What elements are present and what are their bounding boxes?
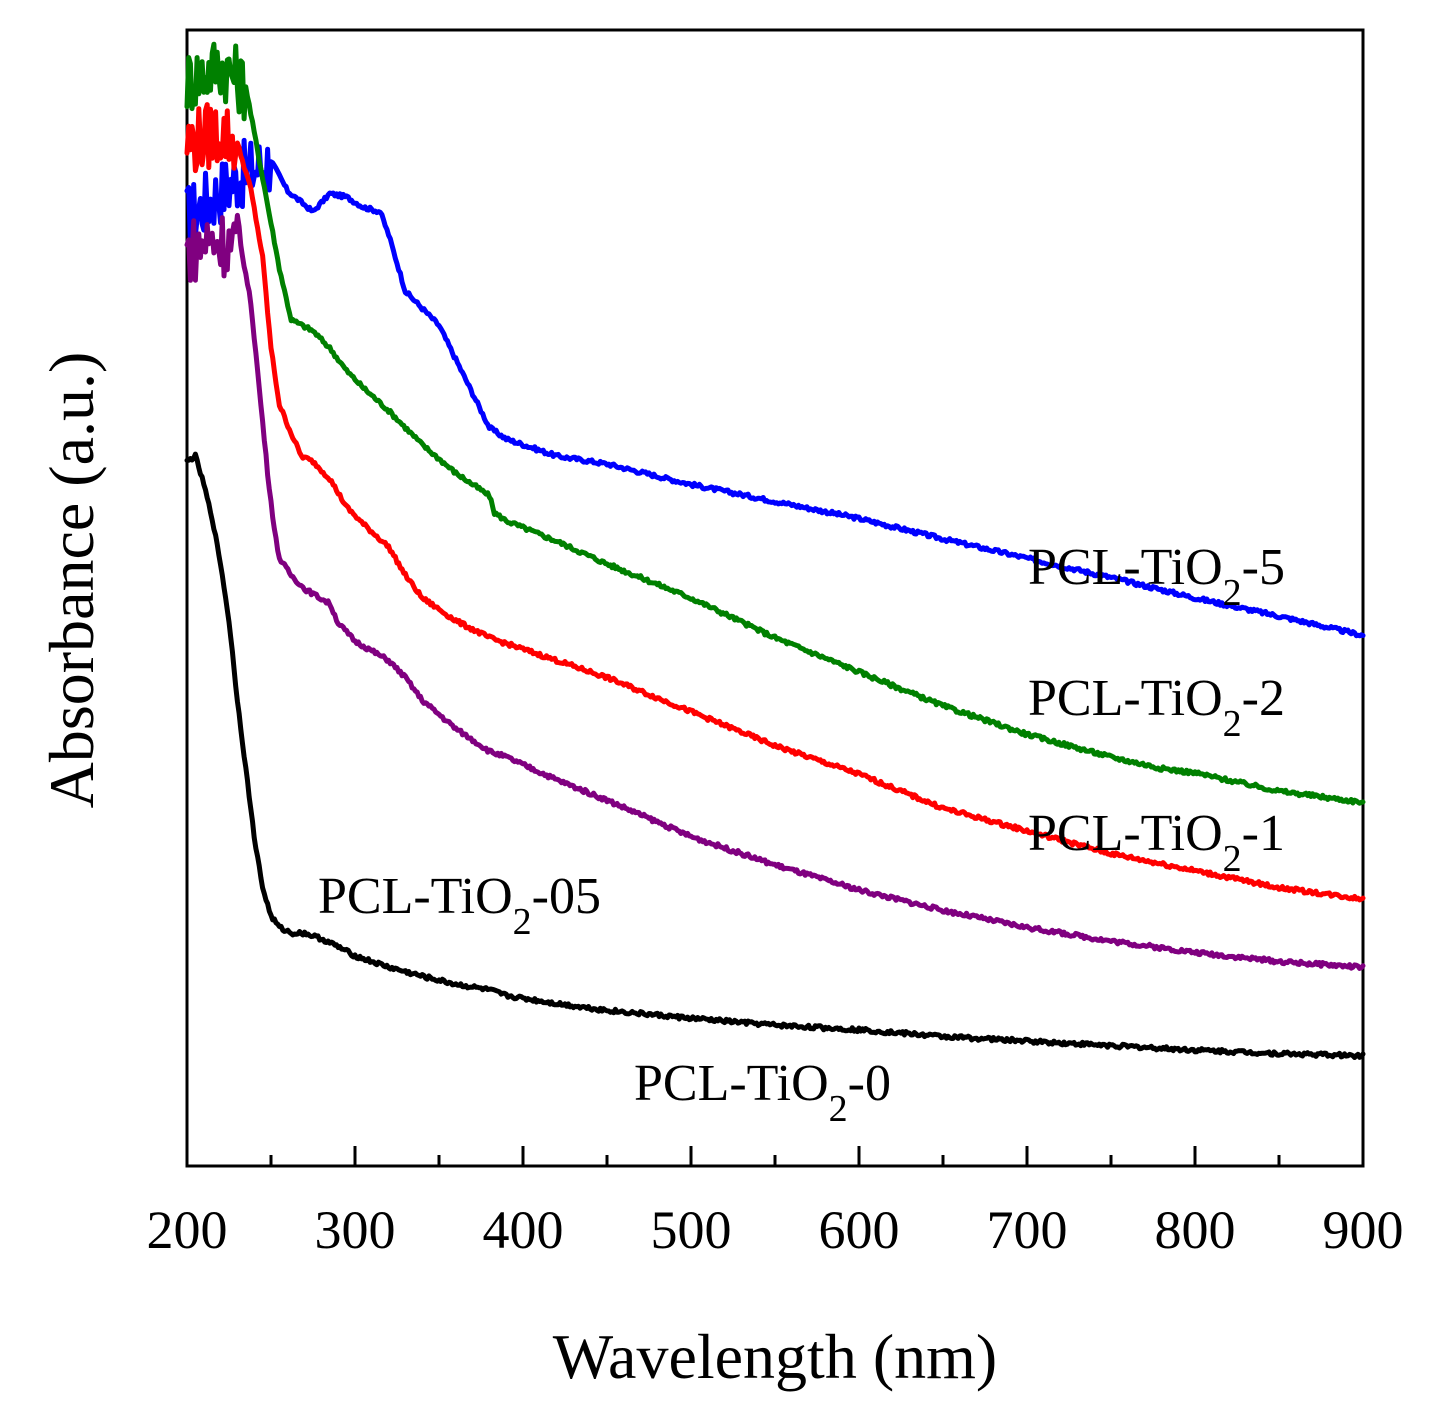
series-line-5 (184, 137, 1366, 639)
x-axis-title: Wavelength (nm) (553, 1321, 997, 1392)
series-label: PCL-TiO2-0 (634, 1055, 891, 1130)
series-line-1 (184, 102, 1366, 903)
series-line-2 (184, 41, 1366, 806)
series-label: PCL-TiO2-05 (318, 868, 601, 943)
x-tick-label: 300 (315, 1200, 396, 1260)
series-label: PCL-TiO2-5 (1028, 539, 1285, 614)
series-line-0 (184, 451, 1366, 1060)
x-axis-tick-labels: 200 300 400 500 600 700 800 900 (147, 1200, 1404, 1260)
x-axis-ticks (185, 1146, 1365, 1166)
y-axis-title: Absorbance (a.u.) (36, 352, 107, 809)
x-tick-label: 800 (1155, 1200, 1236, 1260)
series-label: PCL-TiO2-2 (1028, 670, 1285, 745)
x-tick-label: 900 (1323, 1200, 1404, 1260)
x-tick-label: 500 (651, 1200, 732, 1260)
x-tick-label: 400 (483, 1200, 564, 1260)
series-lines (184, 41, 1366, 1060)
series-label: PCL-TiO2-1 (1028, 805, 1285, 880)
x-tick-label: 600 (819, 1200, 900, 1260)
series-line-05 (184, 212, 1366, 971)
x-tick-label: 200 (147, 1200, 228, 1260)
x-tick-label: 700 (987, 1200, 1068, 1260)
series-labels: PCL-TiO2-5 PCL-TiO2-2 PCL-TiO2-1 PCL-TiO2-0… (318, 539, 1285, 1130)
